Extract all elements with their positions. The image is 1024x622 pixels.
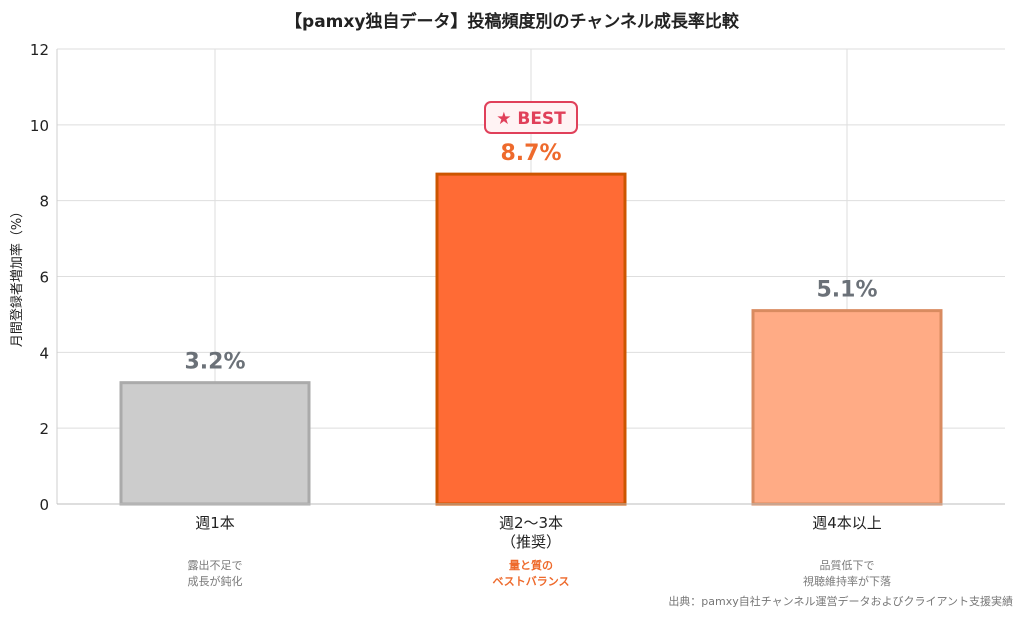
y-axis-title: 月間登録者増加率（%） [9, 205, 25, 347]
bar [119, 381, 311, 506]
category-note: 成長が鈍化 [188, 574, 243, 588]
y-tick-label: 4 [39, 344, 49, 362]
data-label: 3.2% [184, 350, 245, 375]
x-tick-label: 週1本 [195, 514, 235, 532]
data-label: 5.1% [816, 278, 877, 303]
category-note: 露出不足で [188, 558, 243, 572]
x-tick-label: 週4本以上 [812, 514, 882, 532]
y-tick-label: 8 [39, 193, 49, 211]
y-tick-label: 2 [39, 420, 49, 438]
axes [56, 49, 1005, 505]
best-badge-frame [484, 101, 578, 134]
y-tick-label: 12 [30, 41, 49, 59]
data-label: 8.7% [500, 141, 561, 166]
x-tick-label: 週2〜3本 [499, 514, 563, 532]
y-tick-label: 6 [39, 269, 49, 287]
category-note: 視聴維持率が下落 [803, 574, 891, 588]
source-note: 出典：pamxy自社チャンネル運営データおよびクライアント支援実績 [668, 594, 1013, 608]
y-tick-label: 10 [30, 117, 49, 135]
best-badge: ★ BEST [484, 101, 578, 134]
category-note: ベストバランス [493, 575, 570, 588]
category-note: 量と質の [509, 558, 553, 572]
category-note: 品質低下で [820, 558, 875, 572]
x-tick-label-sub: （推奨） [501, 533, 561, 551]
y-tick-label: 0 [39, 496, 49, 514]
bars [119, 172, 943, 506]
chart-title: 【pamxy独自データ】投稿頻度別のチャンネル成長率比較 [285, 11, 740, 32]
best-badge-text: ★ BEST [496, 109, 566, 129]
bar [751, 309, 943, 506]
bar [435, 172, 627, 506]
